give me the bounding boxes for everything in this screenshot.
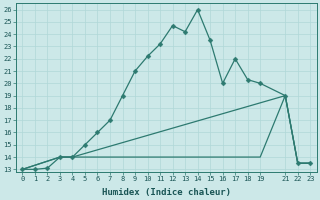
- X-axis label: Humidex (Indice chaleur): Humidex (Indice chaleur): [102, 188, 231, 197]
